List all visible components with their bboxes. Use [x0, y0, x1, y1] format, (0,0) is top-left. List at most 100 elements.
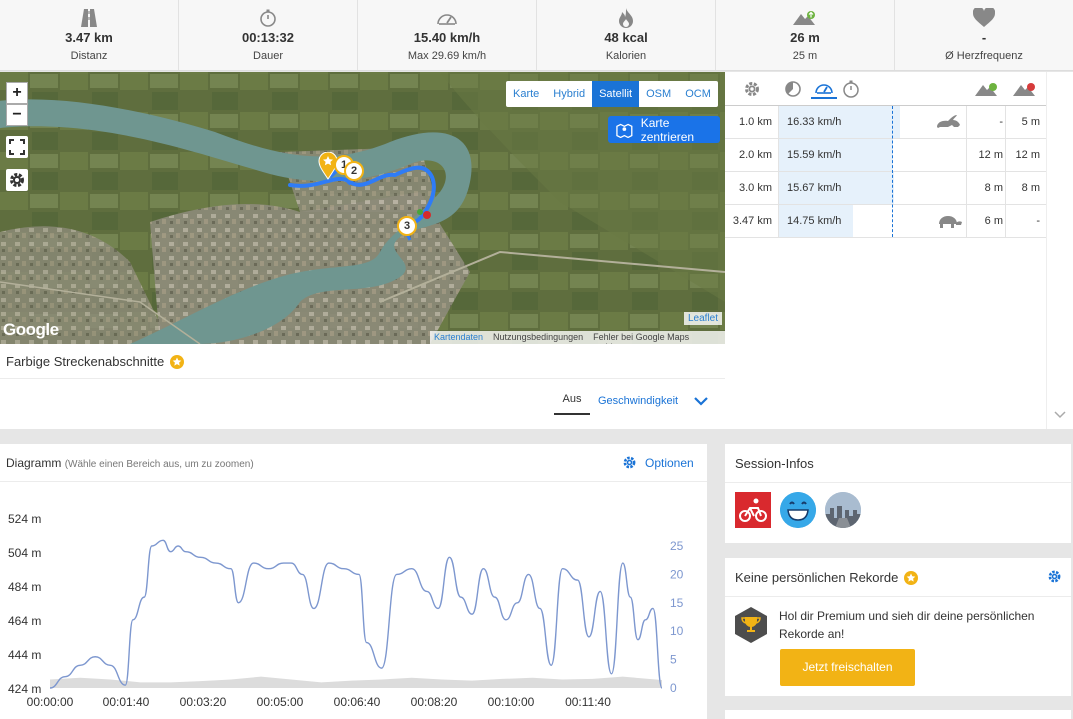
diagram-options-label: Optionen	[645, 455, 694, 470]
speed-bar	[778, 172, 894, 204]
leaflet-link[interactable]: Leaflet	[684, 312, 723, 325]
session-infos-title: Session-Infos	[735, 456, 814, 471]
stat-distance: 3.47 km Distanz	[0, 0, 179, 70]
segment-option-speed[interactable]: Geschwindigkeit	[598, 395, 679, 407]
chevron-down-icon[interactable]	[1054, 410, 1066, 420]
stat-label: Distanz	[70, 50, 108, 62]
gear-icon	[745, 82, 759, 96]
divider	[778, 205, 779, 237]
city-skyline-icon	[825, 492, 861, 528]
splits-scrollbar[interactable]	[1046, 72, 1073, 429]
stat-label: 25 m	[792, 50, 818, 62]
stat-label: Max 29.69 km/h	[407, 50, 487, 62]
y-left-tick-label: 524 m	[8, 512, 41, 526]
tab-duration[interactable]	[841, 79, 861, 99]
center-map-button[interactable]: Karte zentrieren	[608, 116, 720, 144]
stat-duration: 00:13:32 Dauer	[179, 0, 358, 70]
average-speed-line	[892, 106, 893, 237]
elevation-speed-diagram: Diagramm (Wähle einen Bereich aus, um zu…	[0, 444, 707, 719]
km-marker-2[interactable]: 2	[344, 161, 364, 181]
map-type-karte[interactable]: Karte	[513, 88, 540, 100]
split-up: 8 m	[984, 182, 1003, 194]
stat-value: 3.47 km	[65, 30, 113, 45]
feeling-badge[interactable]	[780, 492, 816, 528]
x-tick-label: 00:03:20	[180, 695, 227, 709]
speed-bar	[778, 139, 893, 171]
diagram-options-button[interactable]: Optionen	[622, 455, 694, 470]
divider	[725, 596, 1071, 597]
unlock-premium-button[interactable]: Jetzt freischalten	[780, 649, 915, 686]
gear-icon[interactable]	[1047, 569, 1062, 584]
stat-elevation: 26 m 25 m	[716, 0, 895, 70]
attribution-report[interactable]: Fehler bei Google Maps melden	[593, 332, 690, 344]
tab-elevation-up[interactable]	[975, 79, 999, 99]
road-icon	[81, 9, 97, 27]
chevron-down-icon[interactable]	[693, 394, 709, 408]
heart-icon	[973, 8, 995, 27]
stat-label: Kalorien	[605, 50, 647, 62]
turtle-icon	[939, 216, 962, 228]
attribution-map-data[interactable]: Kartendaten	[434, 332, 484, 342]
map-type-osm[interactable]: OSM	[646, 88, 672, 100]
divider	[0, 481, 707, 482]
zoom-out-button[interactable]: −	[6, 104, 28, 126]
tab-elevation-down[interactable]	[1013, 79, 1037, 99]
fullscreen-button[interactable]	[6, 136, 28, 158]
segment-option-off[interactable]: Aus	[554, 393, 590, 415]
map-settings-button[interactable]	[6, 169, 28, 191]
split-row[interactable]: 1.0 km 16.33 km/h - 5 m	[725, 106, 1046, 139]
session-infos-card: Session-Infos	[725, 444, 1071, 543]
speed-bar	[778, 205, 853, 237]
zoom-in-button[interactable]: +	[6, 82, 28, 104]
rabbit-icon	[937, 115, 960, 128]
map-attribution: Kartendaten Nutzungsbedingungen Fehler b…	[430, 331, 725, 344]
divider	[966, 205, 967, 237]
stat-calories: 48 kcal Kalorien	[537, 0, 716, 70]
y-left-tick-label: 444 m	[8, 648, 41, 662]
attribution-terms[interactable]: Nutzungsbedingungen	[493, 332, 584, 342]
splits-settings-button[interactable]	[742, 79, 762, 99]
gear-icon	[10, 173, 24, 187]
y-left-tick-label: 464 m	[8, 614, 41, 628]
gear-icon	[623, 456, 636, 469]
google-logo: Google	[3, 320, 59, 339]
km-marker-3[interactable]: 3	[397, 216, 417, 236]
divider	[0, 378, 725, 379]
pace-icon	[785, 81, 801, 97]
split-row[interactable]: 3.47 km 14.75 km/h 6 m -	[725, 205, 1046, 238]
stat-label: Ø Herzfrequenz	[945, 50, 1023, 62]
splits-header	[725, 72, 1046, 106]
divider	[966, 172, 967, 204]
route-map[interactable]: + − Karte Hybrid Satellit OSM OCM Karte …	[0, 72, 725, 344]
map-type-hybrid[interactable]: Hybrid	[553, 88, 586, 100]
chart-canvas[interactable]: 524 m 504 m 484 m 464 m 444 m 424 m 25 20 15 10 5 0…	[0, 444, 707, 719]
stat-value: 15.40 km/h	[413, 30, 481, 45]
split-km: 1.0 km	[738, 116, 772, 128]
split-speed: 14.75 km/h	[787, 215, 842, 227]
speed-bar	[778, 106, 900, 138]
split-up: 12 m	[978, 149, 1003, 161]
split-row[interactable]: 2.0 km 15.59 km/h 12 m 12 m	[725, 139, 1046, 172]
sport-type-badge[interactable]	[735, 492, 771, 528]
divider	[778, 172, 779, 204]
tab-pace[interactable]	[783, 79, 803, 99]
tab-speed[interactable]	[811, 79, 837, 99]
stat-value: 26 m	[790, 30, 820, 45]
stat-value: -	[981, 30, 987, 45]
flame-icon	[619, 8, 633, 28]
x-tick-label: 00:00:00	[27, 695, 74, 709]
split-speed: 16.33 km/h	[787, 116, 842, 128]
next-card	[725, 710, 1071, 719]
diagram-subtitle: (Wähle einen Bereich aus, um zu zoomen)	[64, 459, 254, 470]
y-left-tick-label: 484 m	[8, 580, 41, 594]
records-card: Keine persönlichen Rekorde Hol dir Premi…	[725, 558, 1071, 696]
split-row[interactable]: 3.0 km 15.67 km/h 8 m 8 m	[725, 172, 1046, 205]
surface-badge[interactable]	[825, 492, 861, 528]
diagram-title-text: Diagramm	[6, 456, 62, 470]
splits-table: 1.0 km 16.33 km/h - 5 m 2.0 km 15.59 km/…	[725, 72, 1073, 429]
map-type-ocm[interactable]: OCM	[685, 88, 711, 100]
map-type-satellit[interactable]: Satellit	[592, 81, 640, 107]
split-speed: 15.59 km/h	[787, 149, 842, 161]
premium-star-icon	[904, 570, 919, 585]
split-down: 5 m	[1021, 116, 1040, 128]
